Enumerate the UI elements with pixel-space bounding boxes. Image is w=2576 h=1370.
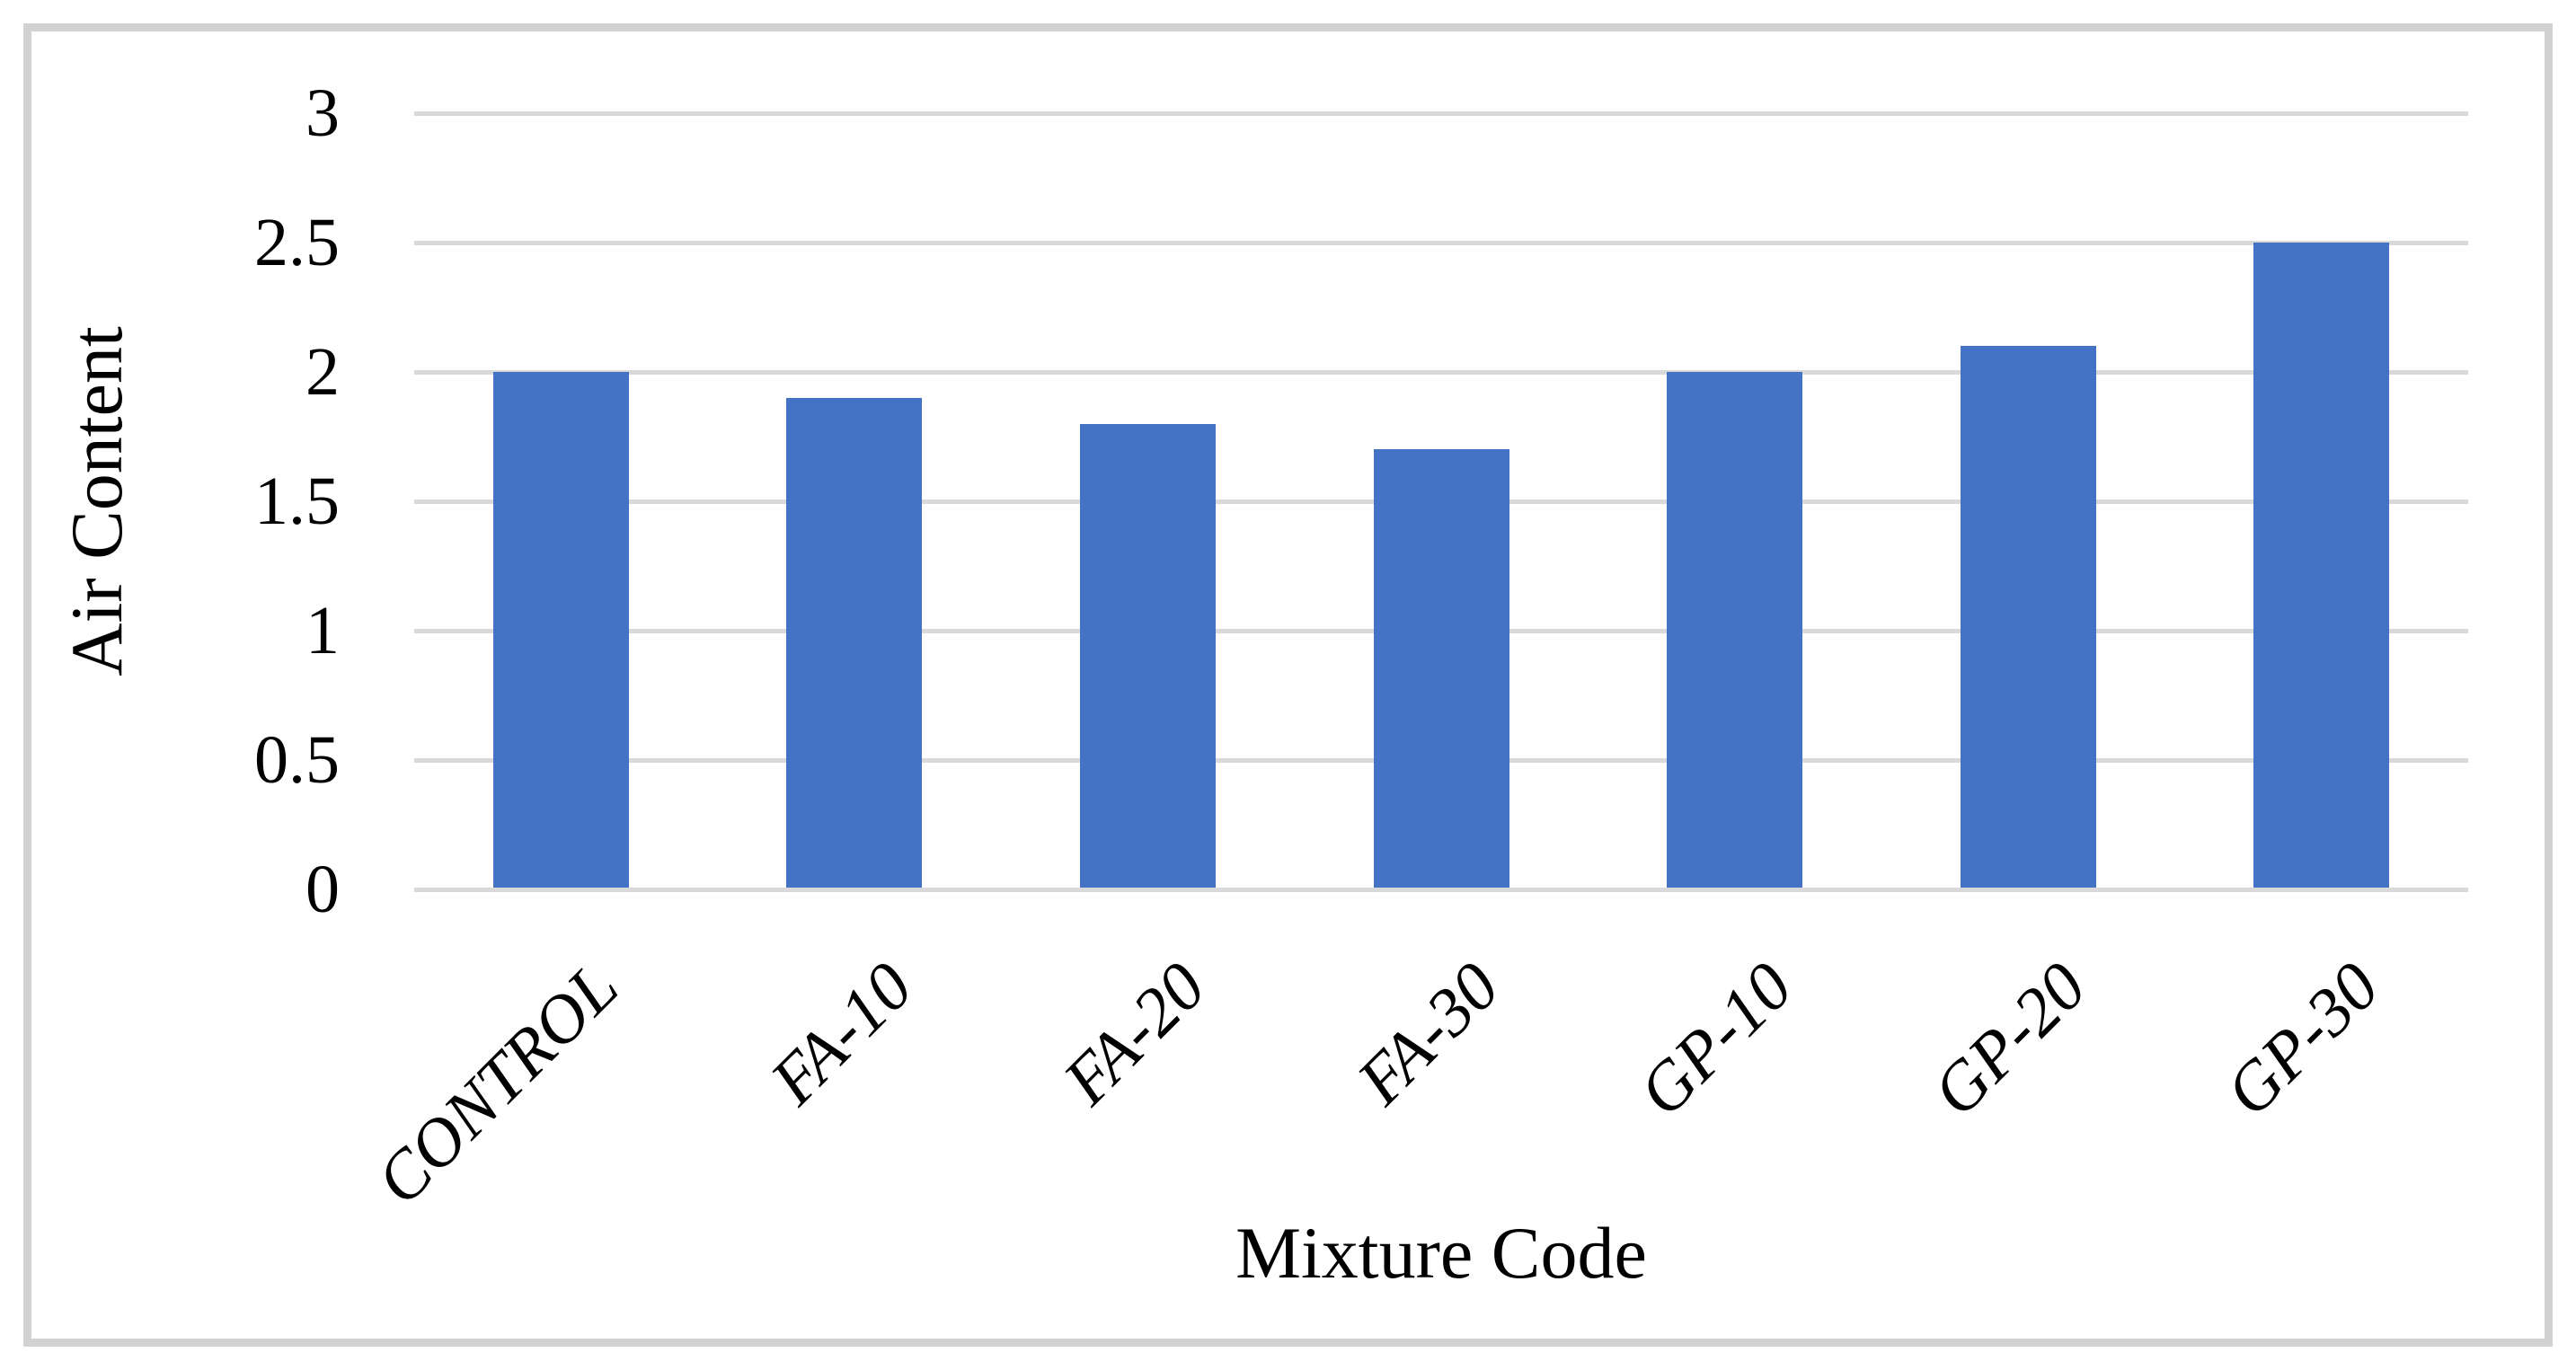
figure-border xyxy=(23,23,2553,1347)
y-tick-1.5: 1.5 xyxy=(254,464,340,539)
gridline-2 xyxy=(414,370,2468,375)
y-axis-title: Air Content xyxy=(56,326,137,676)
bar-FA-20 xyxy=(1079,423,1216,889)
y-tick-1: 1 xyxy=(305,593,340,668)
bar-GP-30 xyxy=(2253,243,2390,889)
y-tick-3: 3 xyxy=(305,75,340,151)
bar-CONTROL xyxy=(492,372,629,889)
x-axis-title: Mixture Code xyxy=(1235,1212,1647,1294)
gridline-2.5 xyxy=(414,241,2468,245)
y-tick-2: 2 xyxy=(305,334,340,410)
bar-FA-10 xyxy=(786,397,923,889)
y-tick-2.5: 2.5 xyxy=(254,205,340,280)
bar-FA-30 xyxy=(1373,449,1509,889)
gridline-0 xyxy=(414,888,2468,892)
y-tick-0: 0 xyxy=(305,852,340,927)
y-tick-0.5: 0.5 xyxy=(254,722,340,798)
bar-GP-20 xyxy=(1960,346,2096,889)
bar-GP-10 xyxy=(1667,372,1803,889)
gridline-3 xyxy=(414,111,2468,116)
